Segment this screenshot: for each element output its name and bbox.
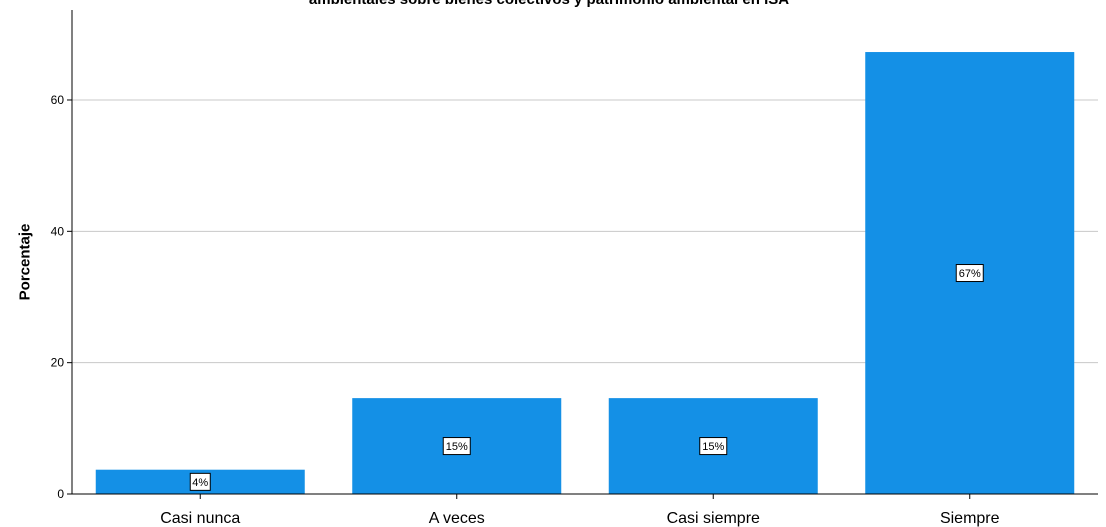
y-axis-label: Porcentaje bbox=[17, 224, 34, 301]
x-tick-label: Casi siempre bbox=[667, 510, 760, 527]
data-label-box bbox=[955, 264, 984, 283]
y-tick-label: 0 bbox=[57, 487, 64, 501]
data-labels: 4% 15% 15% 67% bbox=[189, 264, 984, 491]
chart-title: ambientales sobre bienes colectivos y pa… bbox=[309, 0, 789, 8]
data-label-box bbox=[699, 437, 728, 456]
data-label-box bbox=[442, 437, 471, 456]
data-label: 15% bbox=[702, 441, 724, 453]
data-label: 15% bbox=[446, 441, 468, 453]
data-label-box bbox=[189, 472, 211, 491]
bars bbox=[95, 52, 1075, 495]
y-tick-label: 40 bbox=[51, 224, 65, 238]
y-axis-ticks: 0 20 40 60 bbox=[51, 93, 72, 501]
y-tick-label: 20 bbox=[51, 356, 65, 370]
y-tick-label: 60 bbox=[51, 93, 65, 107]
x-tick-label: Casi nunca bbox=[160, 510, 240, 527]
data-label: 67% bbox=[959, 268, 981, 280]
x-tick-label: Siempre bbox=[940, 510, 1000, 527]
x-tick-label: A veces bbox=[429, 510, 485, 527]
x-axis-ticks: Casi nunca A veces Casi siempre Siempre bbox=[160, 494, 1000, 527]
data-label: 4% bbox=[192, 477, 208, 489]
